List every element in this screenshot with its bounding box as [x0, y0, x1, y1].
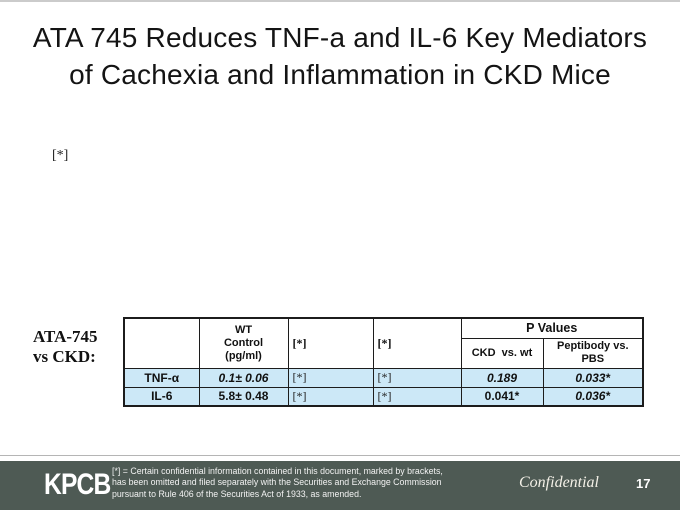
p-value-ckd-vs-wt: 0.189: [460, 367, 544, 388]
p-values-group-header: P Values: [460, 317, 644, 339]
row-label-il6: IL-6: [123, 386, 200, 407]
corner-header-cell: [123, 317, 200, 369]
redacted-value: [*]: [287, 386, 374, 407]
confidential-label: Confidential: [519, 474, 599, 491]
peptibody-vs-pbs-header: Peptibody vs. PBS: [542, 337, 644, 369]
p-value-peptibody-vs-pbs: 0.033*: [542, 367, 644, 388]
slide-top-edge: [0, 0, 680, 2]
footer-bar: KPCB [*] = Certain confidential informat…: [0, 461, 680, 510]
row-label-tnf-alpha: TNF-α: [123, 367, 200, 388]
page-number: 17: [636, 476, 651, 491]
header-row-sub: CKD vs. wt Peptibody vs. PBS: [124, 337, 644, 369]
ckd-vs-wt-header: CKD vs. wt: [460, 337, 544, 369]
table-label: ATA-745 vs CKD:: [33, 327, 98, 366]
header-row-group: WT Control (pg/ml) [*] [*] P Values: [123, 317, 644, 369]
redacted-figure-marker: [*]: [52, 148, 69, 163]
table-row-tnf-alpha: TNF-α 0.1± 0.06 [*] [*] 0.189 0.033*: [123, 367, 644, 388]
p-value-ckd-vs-wt: 0.041*: [460, 386, 544, 407]
wt-control-header: WT Control (pg/ml): [198, 317, 289, 369]
redacted-column-header-1: [*]: [287, 317, 374, 369]
confidentiality-disclaimer: [*] = Certain confidential information c…: [112, 466, 443, 499]
table-row-il6: IL-6 5.8± 0.48 [*] [*] 0.041* 0.036*: [123, 386, 644, 407]
wt-control-value: 0.1± 0.06: [198, 367, 289, 388]
results-table: WT Control (pg/ml) [*] [*] P Values CKD …: [123, 317, 644, 407]
redacted-value: [*]: [372, 386, 462, 407]
slide-title: ATA 745 Reduces TNF-a and IL-6 Key Media…: [32, 22, 648, 90]
p-value-peptibody-vs-pbs: 0.036*: [542, 386, 644, 407]
wt-control-value: 5.8± 0.48: [198, 386, 289, 407]
redacted-column-header-2: [*]: [372, 317, 462, 369]
redacted-value: [*]: [287, 367, 374, 388]
kpcb-logo: KPCB: [44, 468, 111, 501]
redacted-value: [*]: [372, 367, 462, 388]
footer-divider-line: [0, 455, 680, 456]
